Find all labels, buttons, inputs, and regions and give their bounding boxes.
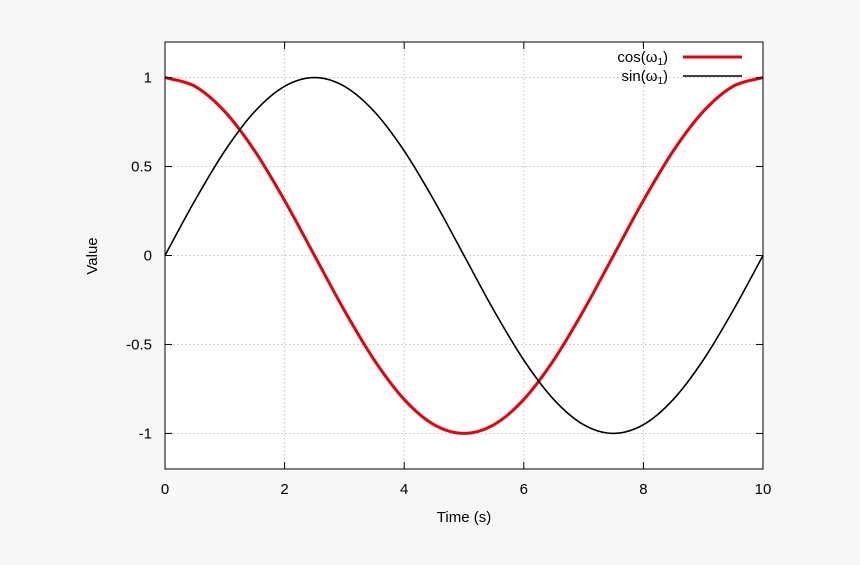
y-tick-label: -0.5 <box>126 336 152 353</box>
y-tick-label: 0 <box>144 248 152 265</box>
x-tick-label: 6 <box>520 481 528 498</box>
series-line-2 <box>164 76 764 435</box>
legend-label: cos(ω1) <box>617 49 668 68</box>
axis-ticks: 0 2 4 6 8 10 1 0.5 0 -0.5 -1 <box>126 42 771 498</box>
x-tick-label: 8 <box>639 481 647 498</box>
y-axis-label: Value <box>84 237 101 274</box>
y-tick-label: -1 <box>139 425 152 442</box>
series-line-1 <box>164 76 764 435</box>
x-tick-label: 4 <box>400 481 408 498</box>
x-tick-label: 10 <box>755 481 772 498</box>
legend-label: sin(ω1) <box>622 68 668 87</box>
y-tick-label: 0.5 <box>131 159 152 176</box>
y-tick-label: 1 <box>144 70 152 87</box>
x-axis-label: Time (s) <box>437 509 491 526</box>
legend: cos(ω1)sin(ω1) <box>617 49 742 87</box>
series-lines <box>164 76 764 435</box>
x-tick-label: 0 <box>161 481 169 498</box>
x-tick-label: 2 <box>280 481 288 498</box>
